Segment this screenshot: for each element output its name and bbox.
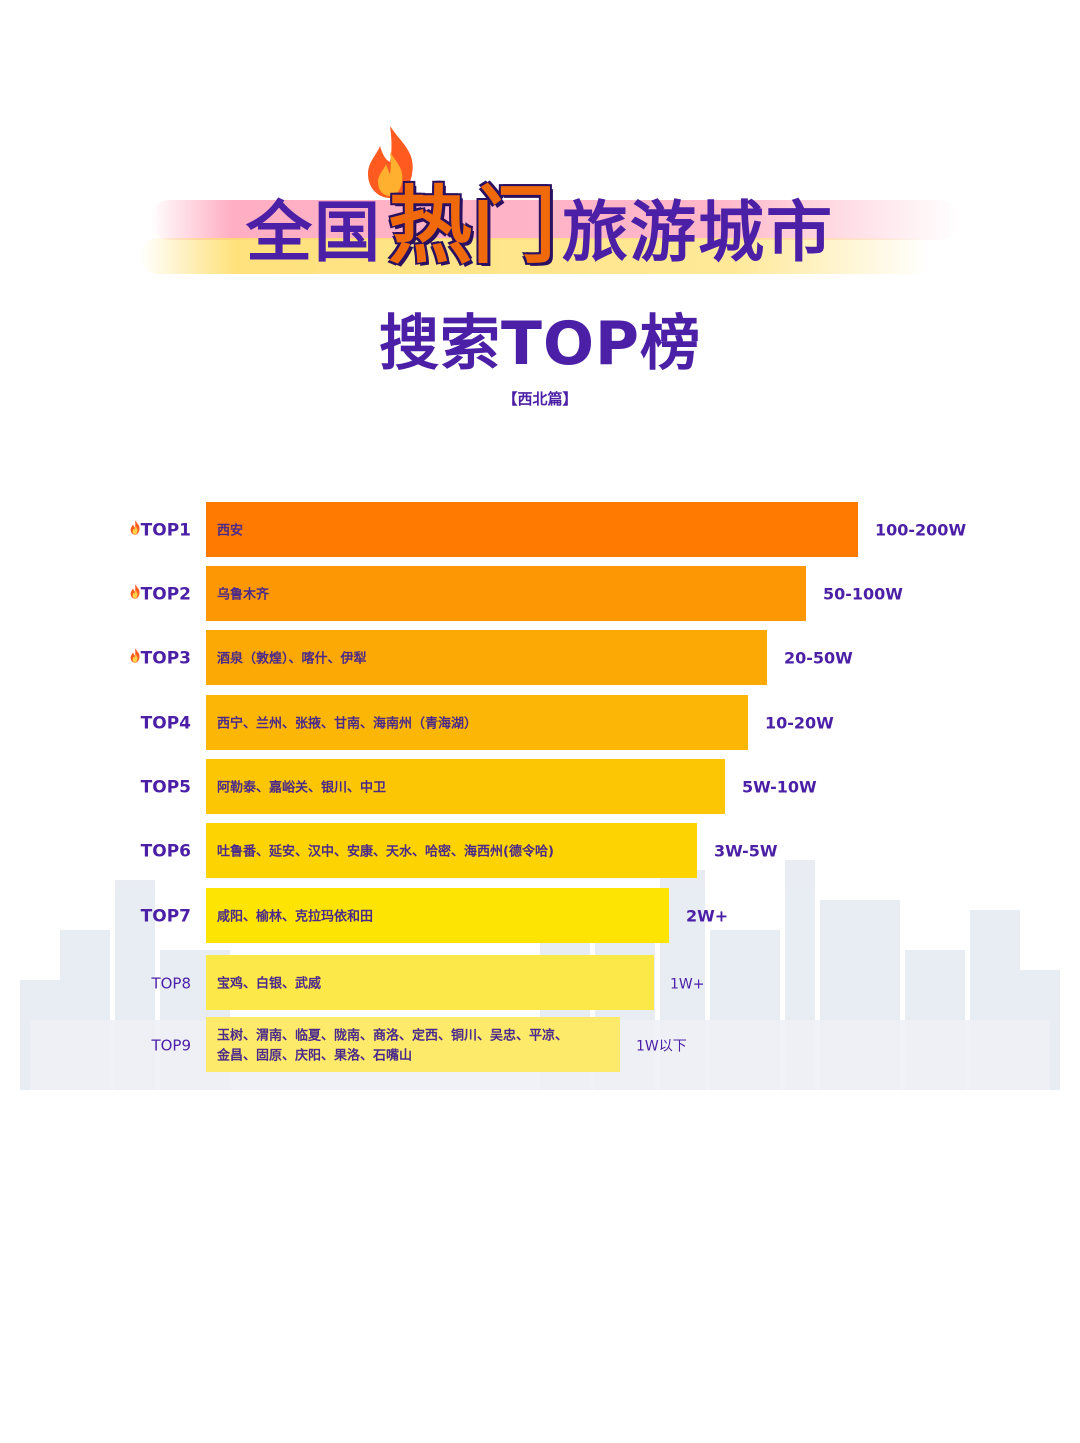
rank-label: TOP3 [141,649,191,669]
rank-label: TOP9 [150,1037,191,1055]
bar-cities-label: 吐鲁番、延安、汉中、安康、天水、哈密、海西州(德令哈) [217,844,554,860]
bar-top1 [206,502,858,557]
value-label: 10-20W [765,714,834,733]
value-label: 3W-5W [714,842,778,861]
rank-label: TOP7 [141,907,191,927]
bar-cities-label: 西安 [217,523,243,539]
main-title: 全国 热门 旅游城市 [0,172,1080,282]
bar-cities-label: 酒泉（敦煌）、喀什、伊犁 [217,651,367,667]
bar-cities-label: 阿勒泰、嘉峪关、银川、中卫 [217,780,386,796]
value-label: 20-50W [784,649,853,668]
region-tag: 【西北篇】 [502,390,578,408]
bar-top3 [206,630,767,685]
value-label: 100-200W [875,521,966,540]
value-label: 2W+ [686,907,728,926]
value-label: 50-100W [823,585,903,604]
rank-label: TOP6 [141,842,191,862]
bar-cities-label: 西宁、兰州、张掖、甘南、海南州（青海湖） [217,716,477,732]
value-label: 5W-10W [742,778,817,797]
rank-label: TOP8 [150,975,191,993]
bar-top5 [206,759,725,814]
title-brush-yellow [140,238,930,274]
bar-cities-label: 咸阳、榆林、克拉玛依和田 [217,909,373,925]
title-part-nationwide: 全国 [245,194,382,271]
bar-top2 [206,566,806,621]
fire-icon [368,126,413,198]
rank-label: TOP1 [141,521,191,541]
bar-top8 [206,955,654,1010]
value-label: 1W以下 [636,1039,687,1055]
bar-top7 [206,888,669,943]
bar-top4 [206,695,748,750]
bar-top9 [206,1017,620,1072]
bar-cities-label: 玉树、渭南、临夏、陇南、商洛、定西、铜川、吴忠、平凉、 [217,1028,568,1044]
title-part-tourist-cities: 旅游城市 [562,194,834,271]
rank-label: TOP2 [141,585,191,605]
title-part-hot: 热门 [387,176,556,275]
fire-icon [130,584,140,599]
bar-cities-label: 宝鸡、白银、武威 [217,976,321,992]
fire-icon [130,520,140,535]
subtitle: 搜索TOP榜 [379,309,701,379]
value-label: 1W+ [670,977,704,993]
bar-cities-label: 金昌、固原、庆阳、果洛、石嘴山 [216,1048,412,1064]
bar-cities-label: 乌鲁木齐 [217,587,270,603]
rank-label: TOP4 [141,714,192,734]
rank-label: TOP5 [141,778,191,798]
fire-icon [130,648,140,663]
bar-top6 [206,823,697,878]
title-brush-pink [150,200,960,240]
